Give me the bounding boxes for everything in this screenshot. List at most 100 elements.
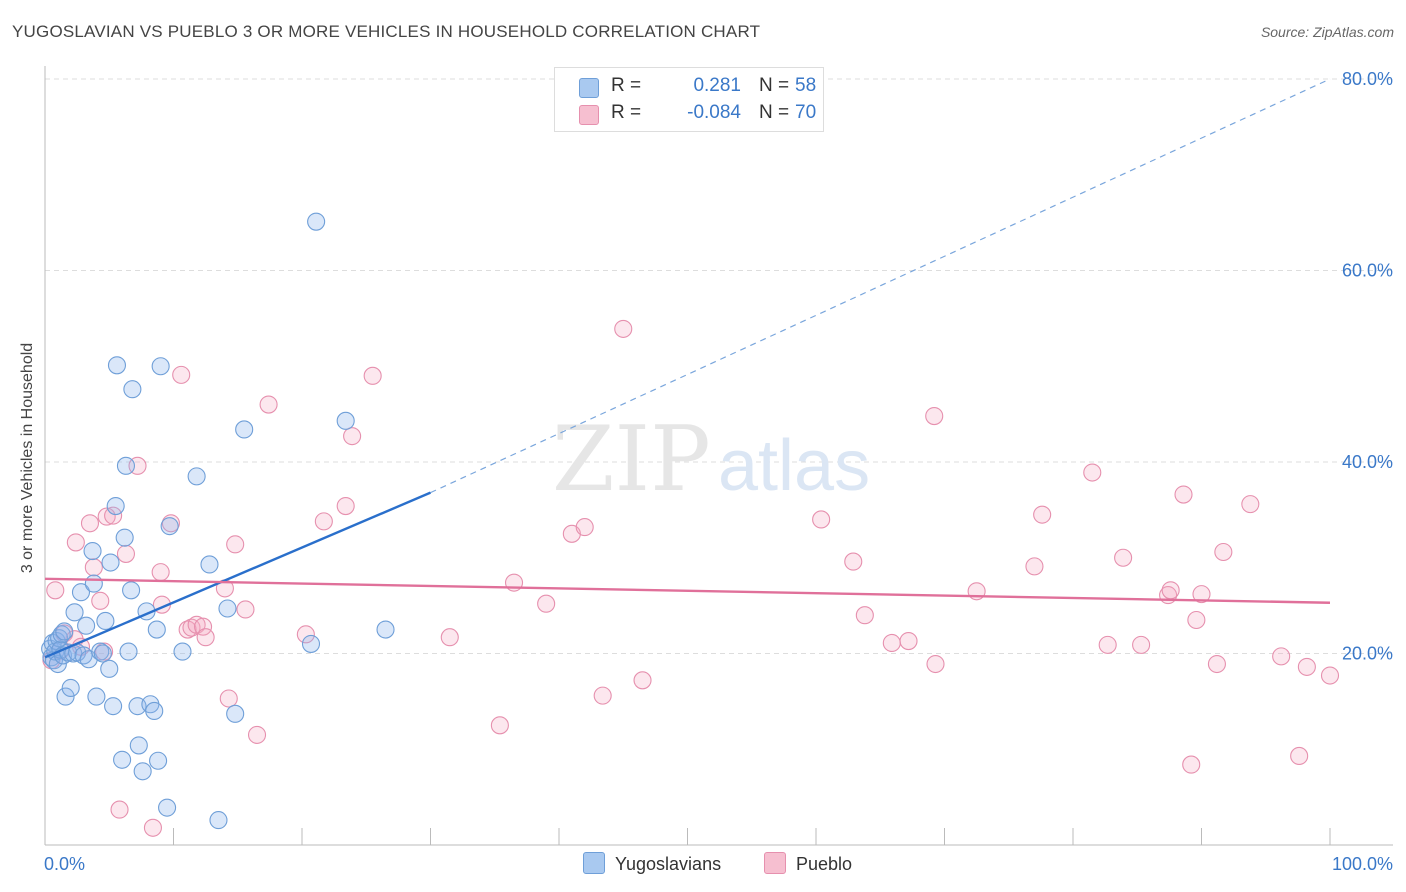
pueblo-trend-line bbox=[44, 577, 1331, 604]
pueblo-point bbox=[91, 591, 110, 610]
pueblo-point bbox=[1192, 585, 1211, 604]
pueblo-point bbox=[1098, 635, 1117, 654]
yugoslavians-point bbox=[48, 654, 67, 674]
yugoslavians-point bbox=[149, 751, 168, 770]
pueblo-point bbox=[46, 581, 65, 600]
tick-labels: 20.0% 40.0% 60.0% 80.0% 0.0% 100.0% bbox=[44, 69, 1393, 874]
pueblo-point bbox=[1290, 746, 1309, 766]
pueblo-point bbox=[363, 366, 382, 385]
watermark: ZIP atlas bbox=[552, 407, 870, 512]
pueblo-point bbox=[84, 558, 103, 577]
yugoslavians-trend-line bbox=[44, 491, 431, 659]
pueblo-point bbox=[226, 535, 245, 554]
yugoslavians-point bbox=[91, 642, 110, 661]
legend-label-yugoslavians: Yugoslavians bbox=[615, 854, 722, 874]
yugoslavians-point bbox=[123, 380, 142, 399]
y-tick-label: 40.0% bbox=[1342, 452, 1393, 472]
pueblo-point bbox=[1033, 505, 1052, 524]
pueblo-point bbox=[1320, 666, 1340, 685]
watermark-atlas: atlas bbox=[718, 426, 870, 506]
pueblo-point bbox=[1187, 610, 1206, 630]
pueblo-point bbox=[1297, 657, 1316, 676]
pueblo-point bbox=[1174, 485, 1193, 504]
legend-swatch-pueblo bbox=[579, 105, 599, 125]
legend-item-yugoslavians[interactable]: Yugoslavians bbox=[583, 852, 721, 875]
y-tick-label: 60.0% bbox=[1342, 261, 1393, 281]
yugoslavians-point bbox=[129, 736, 148, 755]
legend-r-value: -0.084 bbox=[687, 102, 741, 123]
pueblo-point bbox=[855, 606, 874, 625]
yugoslavians-point bbox=[151, 357, 170, 376]
legend-n-value: 58 bbox=[795, 75, 817, 96]
yugoslavians-trend-extension bbox=[430, 78, 1331, 494]
pueblo-point bbox=[575, 518, 594, 537]
yugoslavians-point bbox=[77, 616, 96, 635]
legend-swatch-yugoslavians bbox=[583, 852, 605, 874]
pueblo-point bbox=[899, 632, 918, 651]
pueblo-point bbox=[440, 628, 459, 647]
x-tick-label: 100.0% bbox=[1332, 854, 1393, 874]
yugoslavians-point bbox=[65, 603, 84, 622]
pueblo-point bbox=[593, 686, 612, 705]
yugoslavians-point bbox=[55, 622, 74, 641]
pueblo-point bbox=[116, 544, 136, 563]
legend-r-value: 0.281 bbox=[693, 75, 741, 96]
pueblo-point bbox=[314, 512, 333, 531]
yugoslavians-point bbox=[376, 620, 395, 639]
yugoslavians-point bbox=[133, 762, 152, 781]
trend-lines bbox=[44, 78, 1331, 659]
legend-r-label: R = bbox=[611, 102, 642, 123]
yugoslavians-point bbox=[87, 687, 106, 706]
yugoslavians-point bbox=[113, 750, 132, 769]
pueblo-point bbox=[151, 563, 170, 582]
pueblo-point bbox=[633, 671, 652, 690]
watermark-zip: ZIP bbox=[552, 407, 711, 512]
pueblo-point bbox=[1207, 654, 1226, 674]
pueblo-point bbox=[1161, 581, 1180, 600]
yugoslavians-point bbox=[235, 420, 254, 439]
yugoslavians-point bbox=[301, 634, 321, 653]
yugoslavians-point bbox=[107, 356, 127, 375]
pueblo-point bbox=[537, 594, 556, 613]
pueblo-point bbox=[187, 615, 206, 634]
pueblo-point bbox=[247, 725, 267, 744]
pueblo-point bbox=[143, 818, 162, 837]
pueblo-point bbox=[1025, 557, 1044, 576]
legend-label-pueblo: Pueblo bbox=[796, 854, 853, 874]
legend-swatch-yugoslavians bbox=[579, 78, 599, 98]
legend-n-label: N = bbox=[759, 75, 790, 96]
yugoslavians-point bbox=[115, 528, 134, 547]
pueblo-point bbox=[343, 427, 362, 446]
correlation-legend: R = 0.281 N = 58 R = -0.084 N = 70 bbox=[554, 67, 824, 132]
y-tick-label: 80.0% bbox=[1342, 69, 1393, 89]
yugoslavians-point bbox=[83, 541, 102, 561]
y-tick-label: 20.0% bbox=[1342, 644, 1393, 664]
yugoslavians-point bbox=[160, 517, 179, 536]
yugoslavians-point bbox=[96, 611, 115, 630]
legend-item-pueblo[interactable]: Pueblo bbox=[764, 852, 852, 875]
pueblo-point bbox=[1241, 495, 1260, 514]
yugoslavians-point bbox=[336, 411, 355, 430]
pueblo-point bbox=[259, 395, 278, 414]
yugoslavians-point bbox=[158, 798, 177, 817]
yugoslavians-point bbox=[71, 583, 91, 602]
pueblo-series bbox=[42, 319, 1340, 837]
pueblo-point bbox=[926, 654, 945, 674]
yugoslavians-point bbox=[84, 574, 103, 593]
yugoslavians-point bbox=[209, 811, 228, 830]
pueblo-point bbox=[925, 406, 944, 426]
pueblo-point bbox=[80, 514, 100, 533]
yugoslavians-point bbox=[61, 678, 80, 698]
pueblo-point bbox=[1132, 635, 1151, 654]
axes bbox=[44, 66, 1393, 846]
yugoslavians-point bbox=[226, 704, 245, 723]
yugoslavians-point bbox=[116, 456, 136, 475]
pueblo-point bbox=[219, 689, 238, 708]
source-label: Source: ZipAtlas.com bbox=[1260, 24, 1394, 40]
yugoslavians-point bbox=[93, 644, 112, 663]
yugoslavians-point bbox=[145, 701, 164, 721]
pueblo-point bbox=[812, 510, 831, 529]
y-axis-label: 3 or more Vehicles in Household bbox=[19, 342, 36, 574]
yugoslavians-point bbox=[147, 620, 166, 639]
pueblo-point bbox=[110, 800, 129, 819]
